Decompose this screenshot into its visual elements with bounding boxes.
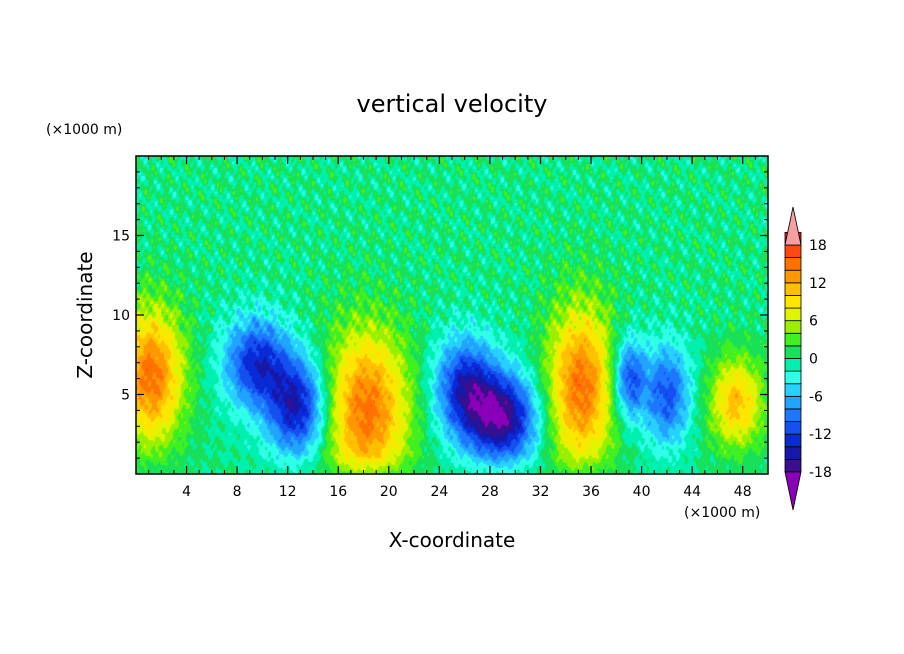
colorbar-swatch [784,295,802,309]
chart-title: vertical velocity [357,90,548,118]
colorbar-tick-label: -12 [809,427,832,443]
x-tick-label: 20 [380,484,398,500]
colorbar-tick-label: -6 [809,389,823,405]
colorbar-swatch [784,433,802,448]
y-axis-ticks: 5 10 15 [112,171,768,459]
colorbar-swatch [784,244,802,259]
colorbar-tick-label: 18 [809,238,827,254]
colorbar-swatch [784,282,802,296]
velocity-field-image [136,156,768,474]
colorbar-swatch [784,358,802,372]
colorbar-swatch [784,332,802,347]
x-tick-label: 32 [532,484,550,500]
x-tick-label: 8 [233,484,242,500]
colorbar-tick-label: 0 [809,352,818,368]
colorbar-swatch [784,446,802,460]
x-tick-label: 24 [430,484,448,500]
x-axis-ticks: 4 8 12 16 20 24 28 32 36 40 44 48 [148,156,756,500]
y-axis-label: Z-coordinate [73,251,97,378]
x-tick-label: 16 [329,484,347,500]
colorbar-tick-label: 6 [809,314,818,330]
colorbar-swatch [784,370,802,385]
colorbar-lower-extension [784,471,802,511]
colorbar-swatch [784,345,802,359]
colorbar-swatch [784,395,802,410]
x-tick-label: 28 [481,484,499,500]
colorbar-swatch [784,408,802,422]
y-tick-label: 10 [112,308,130,324]
colorbar-swatch [784,320,802,334]
colorbar-upper-extension [784,206,802,246]
x-tick-label: 44 [683,484,701,500]
y-tick-label: 5 [121,388,130,404]
colorbar: 18 12 6 0 -6 -12 -18 [784,206,832,511]
x-tick-label: 12 [279,484,297,500]
x-tick-label: 36 [582,484,600,500]
y-tick-label: 15 [112,229,130,245]
colorbar-swatch [784,307,802,322]
colorbar-swatch [784,257,802,271]
colorbar-tick-label: 12 [809,276,827,292]
colorbar-swatch [784,458,802,473]
colorbar-swatch [784,383,802,397]
colorbar-tick-label: -18 [809,465,832,481]
x-axis-label: X-coordinate [389,528,516,552]
x-tick-label: 48 [734,484,752,500]
x-tick-label: 4 [182,484,191,500]
x-tick-label: 40 [633,484,651,500]
colorbar-swatch [784,421,802,435]
x-axis-units: (×1000 m) [684,505,760,521]
colorbar-swatch [784,269,802,284]
y-axis-units: (×1000 m) [46,122,122,138]
